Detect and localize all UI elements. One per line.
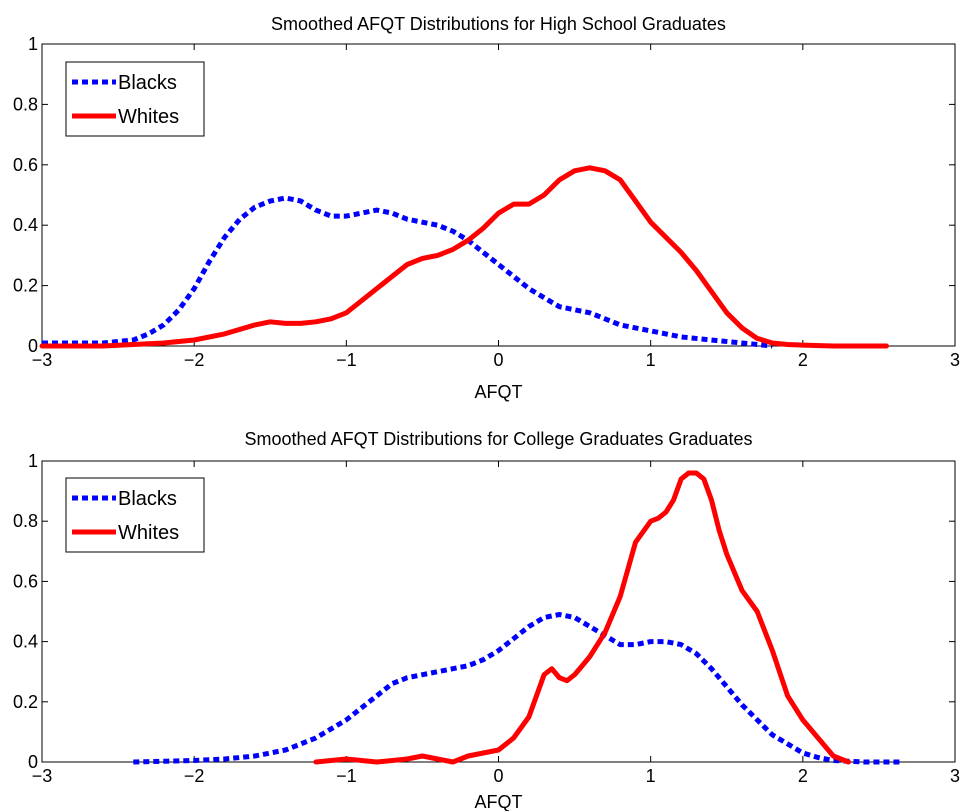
chart-2-series-whites-line [313,470,851,765]
chart-2-xtick-label: 0 [493,766,503,786]
chart-2-ytick-label: 0.4 [13,632,38,652]
chart-1-series-blacks-line [42,195,773,349]
chart-2-xtick-label: −1 [336,766,357,786]
chart-2-xtick-label: 3 [950,766,960,786]
chart-2-xtick-label: 2 [798,766,808,786]
chart-1-ytick-label: 0.2 [13,276,38,296]
chart-1-series-whites-line [39,165,889,349]
chart-1-ytick-label: 0.8 [13,94,38,114]
chart-2-xlabel: AFQT [475,792,523,811]
chart-2-xtick-label: −2 [184,766,205,786]
chart-1-ytick-label: 0 [28,336,38,356]
chart-2-ytick-label: 1 [28,451,38,471]
chart-2-legend-label-whites: Whites [118,522,179,544]
chart-1-legend: Blacks Whites [65,61,205,137]
chart-2-title: Smoothed AFQT Distributions for College … [245,429,753,449]
chart-1-panel: Smoothed AFQT Distributions for High Sch… [13,14,960,402]
chart-1-xtick-label: −2 [184,350,205,370]
chart-1-xtick-label: 0 [493,350,503,370]
chart-1-xtick-label: 1 [646,350,656,370]
chart-1-ytick-label: 0.6 [13,155,38,175]
chart-2-ytick-label: 0.2 [13,692,38,712]
chart-1-legend-box [65,61,205,137]
chart-2-panel: Smoothed AFQT Distributions for College … [13,429,960,811]
chart-1-ytick-label: 1 [28,34,38,54]
chart-1-xtick-label: −3 [32,350,53,370]
chart-1-title: Smoothed AFQT Distributions for High Sch… [271,14,726,34]
chart-1-xtick-label: 2 [798,350,808,370]
chart-2-series-blacks-line [133,612,902,765]
chart-1-xtick-label: −1 [336,350,357,370]
chart-1-legend-label-whites: Whites [118,106,179,128]
chart-1-xtick-label: 3 [950,350,960,370]
chart-2-ytick-label: 0.8 [13,511,38,531]
chart-2-xtick-label: −3 [32,766,53,786]
chart-2-legend-label-blacks: Blacks [118,488,177,510]
chart-1-ytick-label: 0.4 [13,215,38,235]
chart-1-xlabel: AFQT [475,382,523,402]
chart-2-legend: Blacks Whites [65,477,205,553]
chart-2-ytick-label: 0.6 [13,571,38,591]
chart-1-legend-label-blacks: Blacks [118,72,177,94]
chart-2-legend-box [65,477,205,553]
chart-2-ytick-label: 0 [28,752,38,772]
chart-2-xtick-label: 1 [646,766,656,786]
